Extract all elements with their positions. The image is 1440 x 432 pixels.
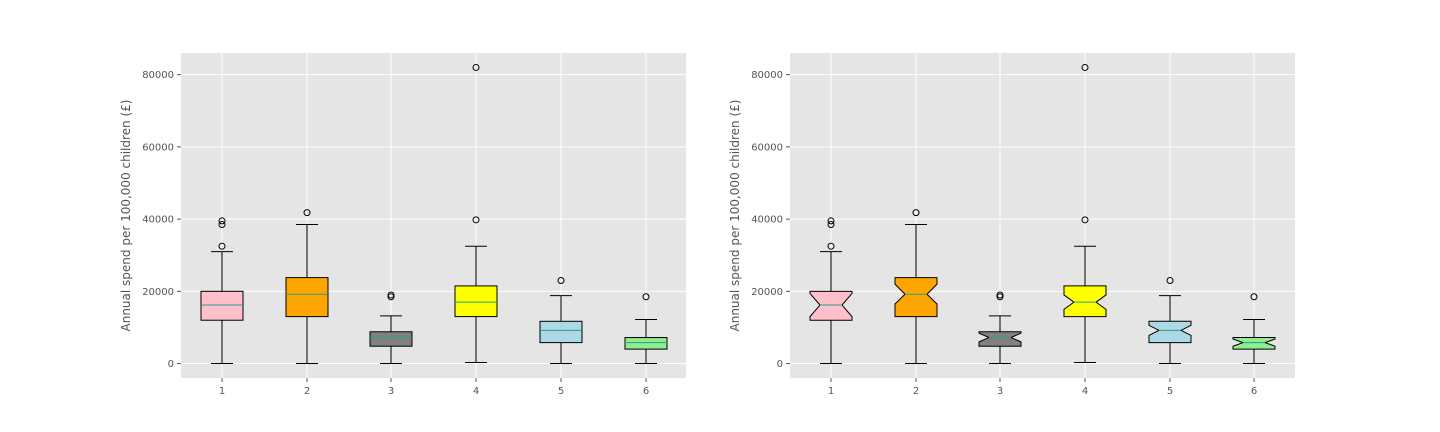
box-body — [1232, 337, 1276, 350]
box-3 — [369, 291, 413, 365]
outlier-point — [1081, 216, 1089, 224]
box-body — [1063, 285, 1107, 318]
box-body — [369, 331, 413, 347]
outlier-point — [827, 217, 835, 225]
box-body — [624, 337, 668, 350]
outlier-point — [218, 221, 226, 229]
y-axis-label: Annual spend per 100,000 children (£) — [728, 100, 742, 332]
box-body — [978, 331, 1022, 347]
box-body — [285, 277, 329, 318]
x-tick-label: 2 — [913, 386, 919, 397]
y-axis-label: Annual spend per 100,000 children (£) — [119, 100, 133, 332]
x-tick-label: 2 — [304, 386, 310, 397]
box-4 — [1063, 63, 1107, 363]
box-2 — [285, 209, 329, 365]
outlier-point — [387, 293, 395, 301]
x-tick-label: 1 — [828, 386, 834, 397]
box-1 — [809, 217, 853, 365]
plot-background — [181, 53, 686, 378]
box-6 — [1232, 293, 1276, 365]
box-body — [1148, 320, 1192, 344]
box-4 — [454, 63, 498, 363]
outlier-point — [642, 293, 650, 301]
outlier-point — [472, 216, 480, 224]
y-tick-label: 0 — [168, 359, 174, 370]
outlier-point — [996, 291, 1004, 299]
outlier-point — [303, 209, 311, 217]
x-tick-label: 6 — [643, 386, 649, 397]
box-body — [539, 320, 583, 344]
outlier-point — [557, 277, 565, 284]
box-6 — [624, 293, 668, 365]
outlier-point — [1081, 63, 1089, 71]
boxplot-panel-2: 0 20000 40000 60000 80000 1 2 3 4 5 6 Annual spend … — [728, 53, 1295, 397]
y-tick-label: 80000 — [142, 70, 174, 81]
box-2 — [894, 209, 938, 365]
y-tick-label: 60000 — [142, 142, 174, 153]
outlier-point — [1166, 277, 1174, 284]
outlier-point — [996, 293, 1004, 301]
x-tick-label: 6 — [1251, 386, 1257, 397]
box-body — [200, 290, 244, 321]
x-tick-label: 1 — [219, 386, 225, 397]
x-tick-label: 5 — [558, 386, 564, 397]
boxplot-panel-1: 0 20000 40000 60000 80000 1 2 3 4 5 6 Annual spend … — [119, 53, 686, 397]
box-body — [454, 285, 498, 318]
x-tick-label: 5 — [1167, 386, 1173, 397]
plot-background — [790, 53, 1295, 378]
y-tick-label: 20000 — [751, 287, 783, 298]
outlier-point — [218, 217, 226, 225]
box-body — [809, 290, 853, 321]
box-1 — [200, 217, 244, 365]
x-tick-label: 3 — [388, 386, 394, 397]
outlier-point — [218, 242, 226, 250]
x-tick-label: 4 — [473, 386, 479, 397]
box-3 — [978, 291, 1022, 365]
y-tick-label: 40000 — [751, 215, 783, 226]
outlier-point — [472, 63, 480, 71]
y-tick-label: 20000 — [142, 287, 174, 298]
y-tick-label: 40000 — [142, 215, 174, 226]
x-tick-label: 3 — [997, 386, 1003, 397]
y-tick-label: 80000 — [751, 70, 783, 81]
outlier-point — [387, 291, 395, 299]
outlier-point — [912, 209, 920, 217]
outlier-point — [1250, 293, 1258, 301]
box-5 — [1148, 277, 1192, 365]
box-body — [894, 277, 938, 318]
box-5 — [539, 277, 583, 365]
y-tick-label: 60000 — [751, 142, 783, 153]
outlier-point — [827, 221, 835, 229]
x-tick-label: 4 — [1082, 386, 1088, 397]
y-tick-label: 0 — [777, 359, 783, 370]
outlier-point — [827, 242, 835, 250]
